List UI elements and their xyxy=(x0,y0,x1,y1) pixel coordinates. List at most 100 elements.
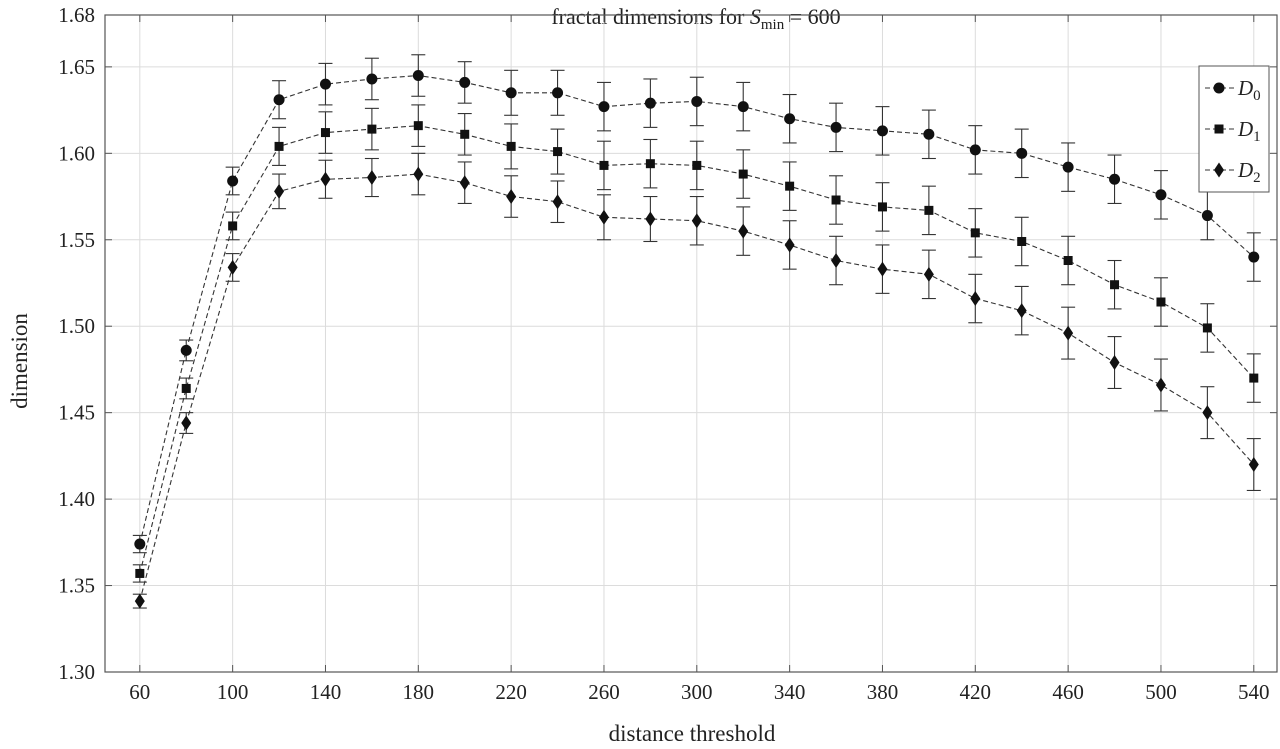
series xyxy=(132,54,1261,609)
chart-title: fractal dimensions for Smin = 600 xyxy=(551,4,840,33)
data-point xyxy=(738,223,749,239)
data-point xyxy=(1062,161,1074,173)
x-tick-label: 260 xyxy=(588,680,620,704)
data-point xyxy=(413,166,424,182)
data-point xyxy=(644,97,656,109)
x-tick-label: 60 xyxy=(129,680,150,704)
legend-entry: D0 xyxy=(1205,76,1261,104)
legend: D0 D1 D2 xyxy=(1198,65,1270,193)
y-tick-label: 1.68 xyxy=(58,3,95,27)
data-point xyxy=(1201,210,1213,222)
legend-entry: D1 xyxy=(1205,117,1261,145)
data-point xyxy=(970,228,980,238)
data-point xyxy=(970,291,981,307)
x-tick-label: 220 xyxy=(495,680,527,704)
data-point xyxy=(181,383,191,393)
title-suffix: = 600 xyxy=(784,4,840,29)
data-point xyxy=(877,202,887,212)
data-point xyxy=(598,209,609,225)
data-point xyxy=(552,194,563,210)
data-point xyxy=(505,87,517,99)
data-point xyxy=(459,76,471,88)
data-point xyxy=(1248,457,1259,473)
title-subscript: min xyxy=(761,17,785,33)
data-point xyxy=(135,568,145,578)
data-point xyxy=(784,113,796,125)
data-point xyxy=(1156,297,1166,307)
data-point xyxy=(274,183,285,199)
data-point xyxy=(599,160,609,170)
data-point xyxy=(1016,303,1027,319)
data-point xyxy=(923,128,935,140)
plot-frame xyxy=(104,14,1278,673)
series-diamond xyxy=(132,152,1261,609)
data-point xyxy=(181,415,192,431)
data-point xyxy=(134,593,145,609)
data-point xyxy=(134,538,146,550)
legend-label: D1 xyxy=(1237,117,1261,145)
data-point xyxy=(319,78,331,90)
data-point xyxy=(180,344,192,356)
data-point xyxy=(506,189,517,205)
x-tick-label: 180 xyxy=(403,680,435,704)
y-tick-label: 1.60 xyxy=(58,141,95,165)
data-point xyxy=(1109,173,1121,185)
grid xyxy=(105,14,1277,673)
ticks: 60 100 140 180 220 260 300 340 380 420 460 500 540 1.… xyxy=(58,3,1277,704)
x-tick-label: 100 xyxy=(217,680,249,704)
data-point xyxy=(320,171,331,187)
x-tick-label: 460 xyxy=(1052,680,1084,704)
data-point xyxy=(969,144,981,156)
x-tick-label: 140 xyxy=(310,680,342,704)
data-point xyxy=(227,175,239,187)
y-tick-label: 1.50 xyxy=(58,314,95,338)
data-point xyxy=(320,128,330,138)
legend-marker xyxy=(1214,162,1224,178)
legend-marker xyxy=(1213,82,1225,94)
data-point xyxy=(506,141,516,151)
data-point xyxy=(877,261,888,277)
data-point xyxy=(876,125,888,137)
data-point xyxy=(645,159,655,169)
data-point xyxy=(1017,236,1027,246)
x-tick-label: 540 xyxy=(1238,680,1270,704)
x-tick-label: 500 xyxy=(1145,680,1177,704)
data-point xyxy=(274,141,284,151)
data-point xyxy=(1155,377,1166,393)
data-point xyxy=(1063,325,1074,341)
data-point xyxy=(1109,355,1120,371)
data-point xyxy=(737,101,749,113)
data-point xyxy=(924,205,934,215)
data-point xyxy=(831,253,842,269)
data-point xyxy=(645,211,656,227)
legend-label: D2 xyxy=(1237,158,1261,186)
legend-entry: D2 xyxy=(1205,158,1261,186)
data-point xyxy=(459,175,470,191)
data-point xyxy=(413,121,423,131)
y-axis-label: dimension xyxy=(7,313,32,409)
legend-marker xyxy=(1214,124,1224,134)
y-tick-label: 1.65 xyxy=(58,55,95,79)
series-square xyxy=(132,104,1261,583)
data-point xyxy=(1202,323,1212,333)
data-point xyxy=(1063,256,1073,266)
data-point xyxy=(1202,405,1213,421)
data-point xyxy=(228,221,238,231)
data-point xyxy=(366,170,377,186)
series-circle xyxy=(132,54,1261,554)
data-point xyxy=(784,237,795,253)
x-tick-label: 340 xyxy=(774,680,806,704)
x-tick-label: 380 xyxy=(867,680,899,704)
y-tick-label: 1.45 xyxy=(58,401,95,425)
y-tick-label: 1.35 xyxy=(58,574,95,598)
data-point xyxy=(738,169,748,179)
data-point xyxy=(273,94,285,106)
data-point xyxy=(691,213,702,229)
x-tick-label: 420 xyxy=(960,680,992,704)
y-tick-label: 1.40 xyxy=(58,487,95,511)
data-point xyxy=(1110,280,1120,290)
data-point xyxy=(227,259,238,275)
data-point xyxy=(785,181,795,191)
data-point xyxy=(412,70,424,82)
